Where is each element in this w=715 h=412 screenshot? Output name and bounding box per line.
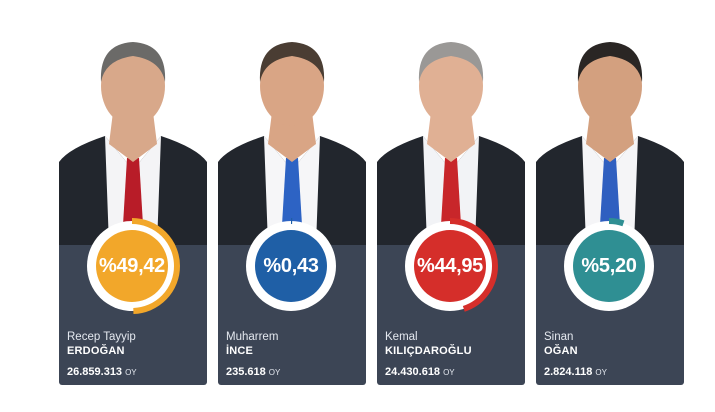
ring-graphic [243, 218, 339, 314]
candidate-card[interactable]: %5,20 Sinan OĞAN 2.824.118 OY [536, 20, 684, 385]
candidate-card[interactable]: %0,43 Muharrem İNCE 235.618 OY [218, 20, 366, 385]
candidate-photo [218, 20, 366, 245]
percentage-ring [561, 218, 657, 314]
candidate-photo [536, 20, 684, 245]
candidate-last-name: ERDOĞAN [67, 345, 125, 357]
vote-percentage: %44,95 [416, 254, 484, 277]
ring-center [255, 230, 327, 302]
vote-count: 2.824.118 OY [544, 366, 607, 378]
ring-progress-arc [561, 218, 657, 314]
ring-graphic [402, 218, 498, 314]
vote-count-value: 235.618 [226, 366, 266, 378]
portrait-silhouette [218, 42, 366, 245]
candidate-last-name: OĞAN [544, 345, 578, 357]
candidate-photo [377, 20, 525, 245]
vote-unit: OY [443, 368, 455, 377]
candidate-last-name: KILIÇDAROĞLU [385, 345, 472, 357]
vote-percentage: %49,42 [98, 254, 166, 277]
candidate-photo [59, 20, 207, 245]
percentage-ring [84, 218, 180, 314]
ring-center [573, 230, 645, 302]
candidate-card[interactable]: %49,42 Recep Tayyip ERDOĞAN 26.859.313 OY [59, 20, 207, 385]
vote-count-value: 24.430.618 [385, 366, 441, 378]
portrait-silhouette [377, 42, 525, 245]
portrait-silhouette [536, 42, 684, 245]
candidate-first-name: Muharrem [226, 331, 279, 343]
ring-progress-arc [243, 218, 339, 314]
percentage-ring [243, 218, 339, 314]
vote-unit: OY [268, 368, 281, 377]
ring-graphic [561, 218, 657, 314]
candidate-first-name: Sinan [544, 331, 574, 343]
candidate-first-name: Recep Tayyip [67, 331, 136, 343]
candidate-last-name: İNCE [226, 345, 254, 357]
candidate-first-name: Kemal [385, 331, 418, 343]
percentage-ring [402, 218, 498, 314]
ring-progress-arc [402, 218, 498, 314]
ring-center [96, 230, 168, 302]
vote-unit: OY [595, 368, 607, 377]
ring-graphic [84, 218, 180, 314]
vote-percentage: %0,43 [263, 254, 319, 277]
vote-count: 24.430.618 OY [385, 366, 455, 378]
vote-count: 26.859.313 OY [67, 366, 137, 378]
ring-progress-arc [84, 218, 180, 314]
vote-count-value: 2.824.118 [544, 366, 593, 378]
portrait-silhouette [59, 42, 207, 245]
candidate-results: %49,42 Recep Tayyip ERDOĞAN 26.859.313 OY… [59, 20, 686, 385]
vote-percentage: %5,20 [581, 254, 637, 277]
candidate-card[interactable]: %44,95 Kemal KILIÇDAROĞLU 24.430.618 OY [377, 20, 525, 385]
ring-center [414, 230, 486, 302]
vote-count: 235.618 OY [226, 366, 280, 378]
vote-count-value: 26.859.313 [67, 366, 123, 378]
vote-unit: OY [125, 368, 137, 377]
